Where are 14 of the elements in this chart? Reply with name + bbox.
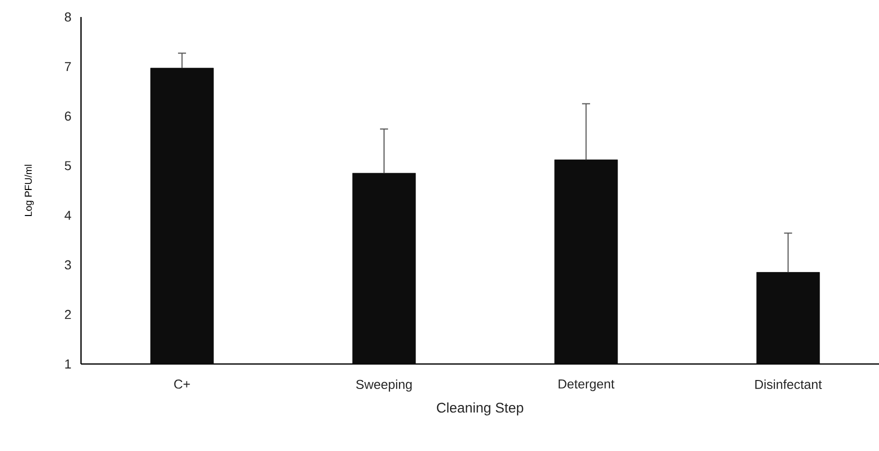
y-tick-label: 4 <box>64 210 72 220</box>
y-tick-label: 6 <box>64 112 71 121</box>
x-tick-label: Detergent <box>558 380 614 392</box>
x-axis-title: Cleaning Step <box>436 402 524 416</box>
y-tick-label: 1 <box>65 360 71 368</box>
y-tick-label: 5 <box>64 161 71 170</box>
y-tick-label: 2 <box>64 310 71 319</box>
x-tick-label: Sweeping <box>356 380 412 392</box>
x-tick-label: Disinfectant <box>755 380 822 390</box>
x-tick-label: C+ <box>174 380 190 389</box>
y-tick-label: 7 <box>64 62 71 72</box>
y-axis-title: Log PFU/ml <box>24 164 34 216</box>
y-tick-label: 3 <box>64 260 71 270</box>
y-tick-label: 8 <box>64 12 71 22</box>
